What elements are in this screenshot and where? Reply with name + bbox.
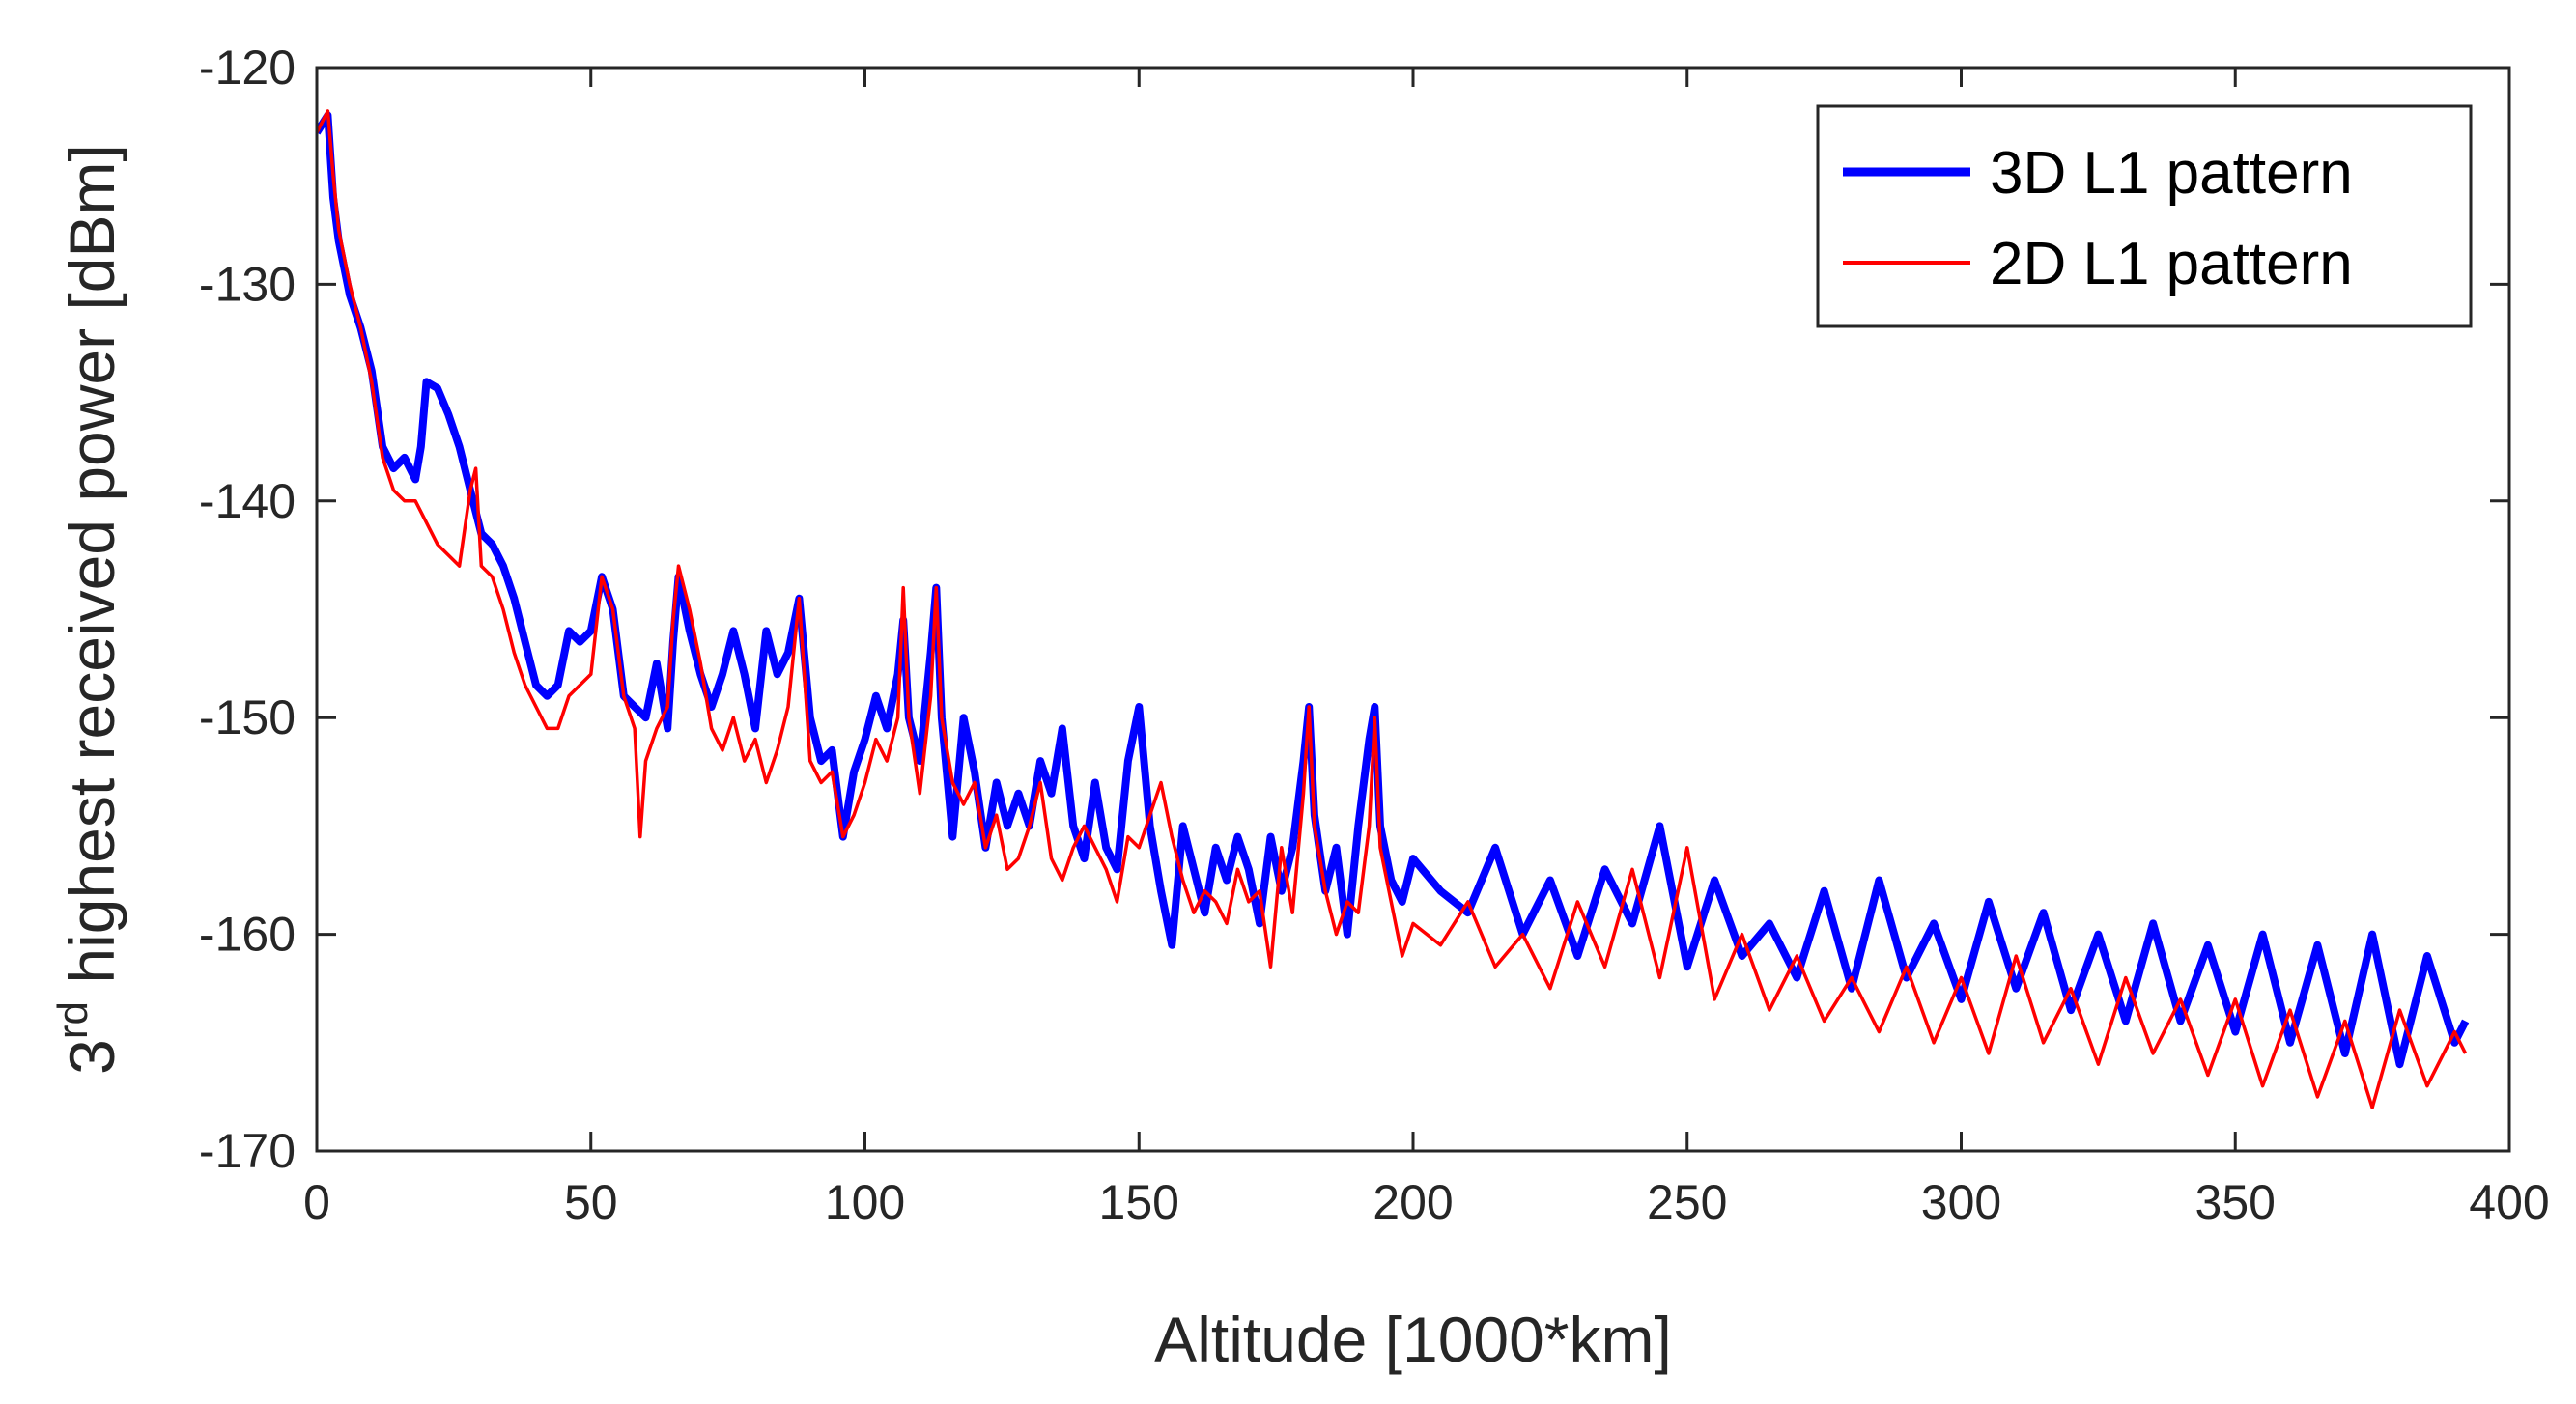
y-tick-label: -120 (199, 41, 296, 95)
x-axis-label: Altitude [1000*km] (1154, 1304, 1672, 1375)
y-tick-label: -150 (199, 690, 296, 744)
x-tick-label: 250 (1647, 1175, 1727, 1229)
y-axis-label-superscript: rd (49, 1001, 97, 1039)
x-tick-label: 50 (564, 1175, 618, 1229)
legend-box (1816, 104, 2473, 328)
legend: 3D L1 pattern 2D L1 pattern (1816, 104, 2473, 328)
x-tick-label: 350 (2195, 1175, 2276, 1229)
legend-label-3d: 3D L1 pattern (1990, 140, 2353, 207)
y-tick-label: -160 (199, 908, 296, 962)
x-axis: 0 50 100 150 200 250 300 350 400 (303, 68, 2550, 1229)
x-tick-label: 200 (1373, 1175, 1453, 1229)
x-tick-label: 0 (303, 1175, 330, 1229)
series-layer (317, 109, 2470, 1109)
y-axis-label-prefix: 3 (56, 1039, 127, 1075)
x-tick-label: 150 (1099, 1175, 1179, 1229)
y-tick-label: -140 (199, 474, 296, 528)
series-line-2d-l1-pattern (317, 109, 2468, 1109)
legend-label-2d: 2D L1 pattern (1990, 231, 2353, 297)
x-tick-label: 400 (2469, 1175, 2549, 1229)
y-axis-label-text: highest received power [dBm] (56, 144, 127, 1001)
y-axis-label: 3rd highest received power [dBm] (49, 144, 127, 1075)
series-line-3d-l1-pattern (317, 111, 2470, 1069)
y-tick-label: -130 (199, 257, 296, 311)
x-tick-label: 300 (1921, 1175, 2001, 1229)
y-axis: -120 -130 -140 -150 -160 -170 (199, 41, 2509, 1178)
x-tick-label: 100 (825, 1175, 905, 1229)
y-tick-label: -170 (199, 1124, 296, 1178)
